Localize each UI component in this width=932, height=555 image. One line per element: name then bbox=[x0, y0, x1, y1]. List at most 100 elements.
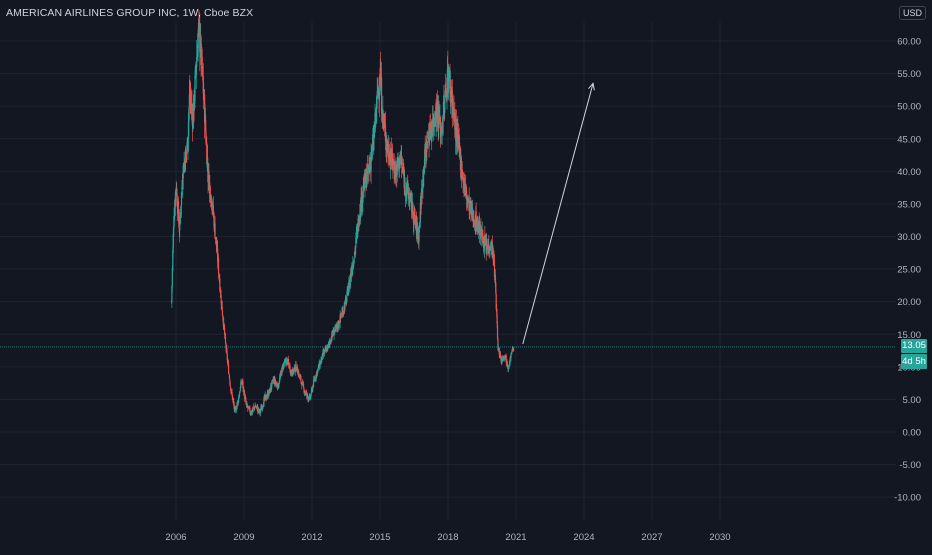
candle-body bbox=[338, 323, 340, 325]
candle-body bbox=[414, 217, 416, 223]
candle-body bbox=[216, 247, 218, 249]
candle-body bbox=[435, 102, 437, 123]
candle-body bbox=[353, 252, 356, 256]
candle-body bbox=[210, 200, 212, 202]
candle-body bbox=[488, 243, 490, 249]
candle-body bbox=[384, 126, 387, 143]
candle-body bbox=[352, 263, 354, 271]
candle-body bbox=[494, 274, 496, 284]
candle-body bbox=[236, 405, 238, 410]
candle-body bbox=[457, 128, 459, 141]
candle-body bbox=[422, 170, 424, 187]
candle-body bbox=[324, 349, 326, 352]
candle-body bbox=[387, 140, 389, 150]
x-tick-label: 2015 bbox=[369, 532, 390, 543]
candle-body bbox=[506, 362, 508, 364]
candle-body bbox=[509, 357, 512, 359]
candle-body bbox=[309, 395, 312, 400]
candle-body bbox=[307, 396, 309, 400]
candle-body bbox=[319, 362, 321, 368]
candle-body bbox=[249, 407, 251, 413]
candle-body bbox=[243, 388, 245, 395]
candle-body bbox=[339, 323, 341, 324]
candle-body bbox=[286, 358, 288, 360]
candle-body bbox=[373, 136, 375, 148]
candle-body bbox=[510, 353, 512, 358]
candle-body bbox=[339, 313, 342, 318]
candle-body bbox=[505, 355, 507, 357]
candle-body bbox=[347, 289, 350, 296]
candle-body bbox=[198, 19, 200, 27]
candle-body bbox=[486, 247, 489, 249]
candle-body bbox=[472, 217, 475, 221]
candle-body bbox=[447, 66, 449, 85]
candle-body bbox=[229, 384, 231, 387]
candle-body bbox=[234, 407, 236, 411]
candle-body bbox=[508, 366, 510, 368]
candle-body bbox=[225, 343, 227, 349]
candle-body bbox=[306, 393, 309, 397]
candle-body bbox=[179, 215, 181, 220]
candle-body bbox=[294, 367, 296, 372]
candle-body bbox=[223, 323, 225, 329]
y-tick-label: 0.00 bbox=[903, 428, 922, 439]
candle-body bbox=[180, 192, 183, 207]
candle-body bbox=[198, 17, 200, 19]
candle-body bbox=[493, 255, 495, 262]
candle-body bbox=[333, 332, 335, 336]
candle-body bbox=[314, 377, 316, 382]
candle-body bbox=[199, 52, 201, 55]
candle-body bbox=[291, 375, 293, 377]
candle-body bbox=[435, 103, 438, 106]
x-tick-label: 2024 bbox=[573, 532, 594, 543]
candle-body bbox=[417, 232, 419, 238]
candle-body bbox=[378, 88, 380, 101]
candle-body bbox=[228, 373, 230, 375]
candle-body bbox=[256, 406, 258, 407]
candle-body bbox=[296, 367, 299, 373]
candle-body bbox=[488, 246, 490, 252]
candle-body bbox=[235, 409, 238, 411]
candle-body bbox=[310, 395, 312, 396]
candle-body bbox=[172, 233, 174, 253]
candle-body bbox=[178, 219, 180, 227]
candle-body bbox=[405, 191, 408, 193]
candle-body bbox=[442, 119, 444, 134]
candle-body bbox=[496, 308, 498, 313]
bar-countdown-badge: 4d 5h bbox=[901, 354, 927, 369]
candle-body bbox=[234, 408, 237, 410]
candle-body bbox=[172, 250, 174, 271]
candle-body bbox=[283, 361, 285, 365]
candle-body bbox=[231, 395, 234, 400]
candle-body bbox=[333, 330, 336, 333]
candle-body bbox=[344, 299, 346, 304]
candle-body bbox=[188, 94, 190, 109]
y-tick-label: 35.00 bbox=[897, 199, 921, 210]
candle-body bbox=[339, 314, 341, 323]
candle-body bbox=[412, 204, 414, 216]
candle-body bbox=[384, 122, 386, 128]
candle-body bbox=[175, 186, 177, 193]
candle-body bbox=[355, 237, 357, 248]
candle-body bbox=[366, 170, 368, 181]
y-tick-label: -10.00 bbox=[894, 493, 921, 504]
currency-badge[interactable]: USD bbox=[898, 6, 926, 20]
candle-body bbox=[401, 157, 403, 165]
candle-body bbox=[187, 136, 189, 151]
candle-body bbox=[414, 208, 416, 218]
candle-body bbox=[501, 359, 503, 362]
candle-body bbox=[266, 396, 268, 398]
candle-body bbox=[471, 204, 473, 216]
candle-body bbox=[320, 359, 322, 364]
candle-body bbox=[229, 379, 231, 385]
candle-body bbox=[428, 136, 431, 142]
candle-body bbox=[240, 382, 242, 388]
candle-body bbox=[289, 366, 291, 372]
candle-body bbox=[209, 183, 211, 185]
candle-body bbox=[509, 363, 511, 364]
candle-body bbox=[427, 135, 429, 137]
candle-body bbox=[491, 239, 493, 245]
candle-body bbox=[380, 77, 383, 114]
